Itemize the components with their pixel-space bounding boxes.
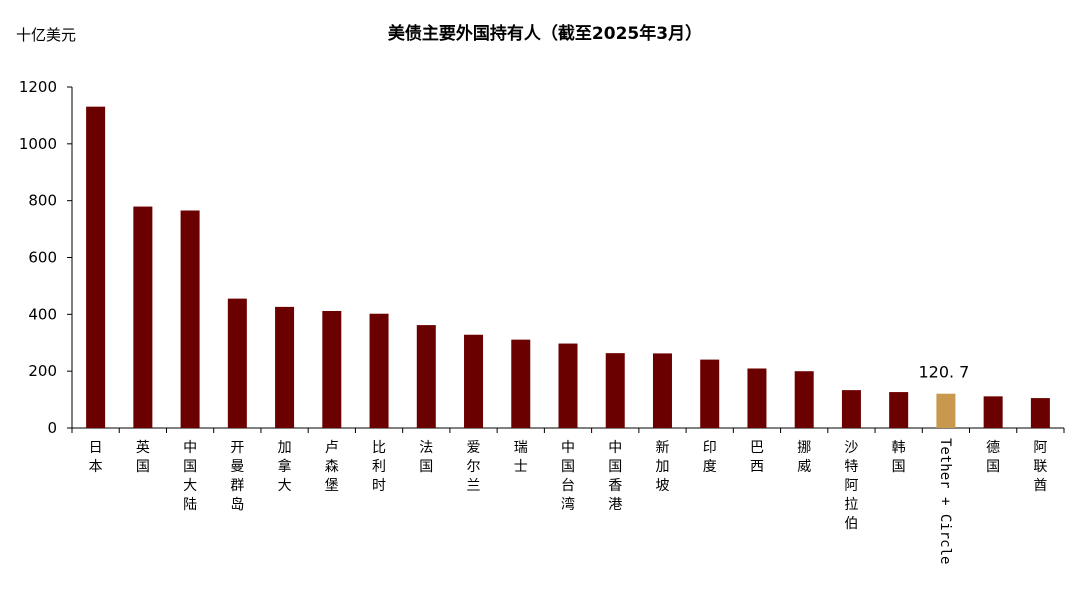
x-tick-label: 加拿大 — [278, 440, 292, 494]
x-tick-label: 中国台湾 — [561, 440, 575, 513]
bar — [889, 392, 909, 428]
y-tick-label: 600 — [28, 249, 57, 267]
data-labels: 120. 7 — [918, 363, 969, 382]
bar — [558, 343, 578, 428]
bar — [275, 306, 295, 428]
x-tick-label: 比利时 — [372, 440, 386, 494]
bar — [511, 339, 531, 428]
bar — [133, 206, 153, 428]
bar — [227, 298, 247, 428]
bar — [369, 313, 389, 428]
x-tick-label: 中国大陆 — [183, 440, 197, 513]
x-tick-label: 日本 — [89, 440, 103, 475]
y-unit-label: 十亿美元 — [16, 26, 76, 44]
bar — [1030, 398, 1050, 428]
y-tick-label: 1000 — [19, 135, 57, 153]
x-tick-label: Tether + Circle — [937, 438, 953, 564]
y-tick-label: 200 — [28, 362, 57, 380]
x-tick-label: 中国香港 — [608, 440, 622, 513]
y-axis: 0 200 400 600 800 1000 1200 — [19, 78, 73, 437]
bar — [936, 393, 956, 428]
y-tick-label: 1200 — [19, 78, 57, 96]
bar — [86, 106, 106, 428]
x-tick-label: 巴西 — [750, 440, 764, 475]
bar — [841, 390, 861, 428]
x-tick-label: 挪威 — [797, 440, 811, 475]
x-axis — [71, 427, 1065, 433]
x-tick-label: 德国 — [986, 440, 1000, 475]
bar — [983, 396, 1003, 428]
x-tick-label: 阿联酋 — [1033, 440, 1047, 494]
x-tick-label: 印度 — [703, 440, 717, 475]
bar — [322, 310, 342, 428]
bar — [416, 325, 436, 428]
data-label: 120. 7 — [918, 363, 969, 382]
x-tick-label: 沙特阿拉伯 — [844, 440, 858, 532]
x-tick-label: 韩国 — [892, 440, 906, 475]
bar — [180, 210, 200, 428]
x-tick-label: 卢森堡 — [325, 440, 339, 494]
bars — [86, 106, 1050, 428]
bar — [700, 359, 720, 428]
y-tick-label: 0 — [47, 419, 57, 437]
y-tick-label: 400 — [28, 305, 57, 323]
x-tick-label: 新加坡 — [655, 440, 669, 494]
x-tick-label: 爱尔兰 — [467, 440, 481, 494]
x-tick-label: 英国 — [136, 439, 150, 475]
y-tick-label: 800 — [28, 192, 57, 210]
chart-title: 美债主要外国持有人（截至2025年3月） — [388, 23, 702, 44]
x-tick-label: 法国 — [419, 440, 433, 475]
bar — [794, 371, 814, 428]
x-tick-label: 瑞士 — [514, 440, 528, 475]
bar — [464, 334, 484, 428]
bar — [652, 353, 672, 428]
bar — [605, 353, 625, 428]
x-tick-label: 开曼群岛 — [230, 440, 244, 513]
bar — [747, 368, 767, 428]
